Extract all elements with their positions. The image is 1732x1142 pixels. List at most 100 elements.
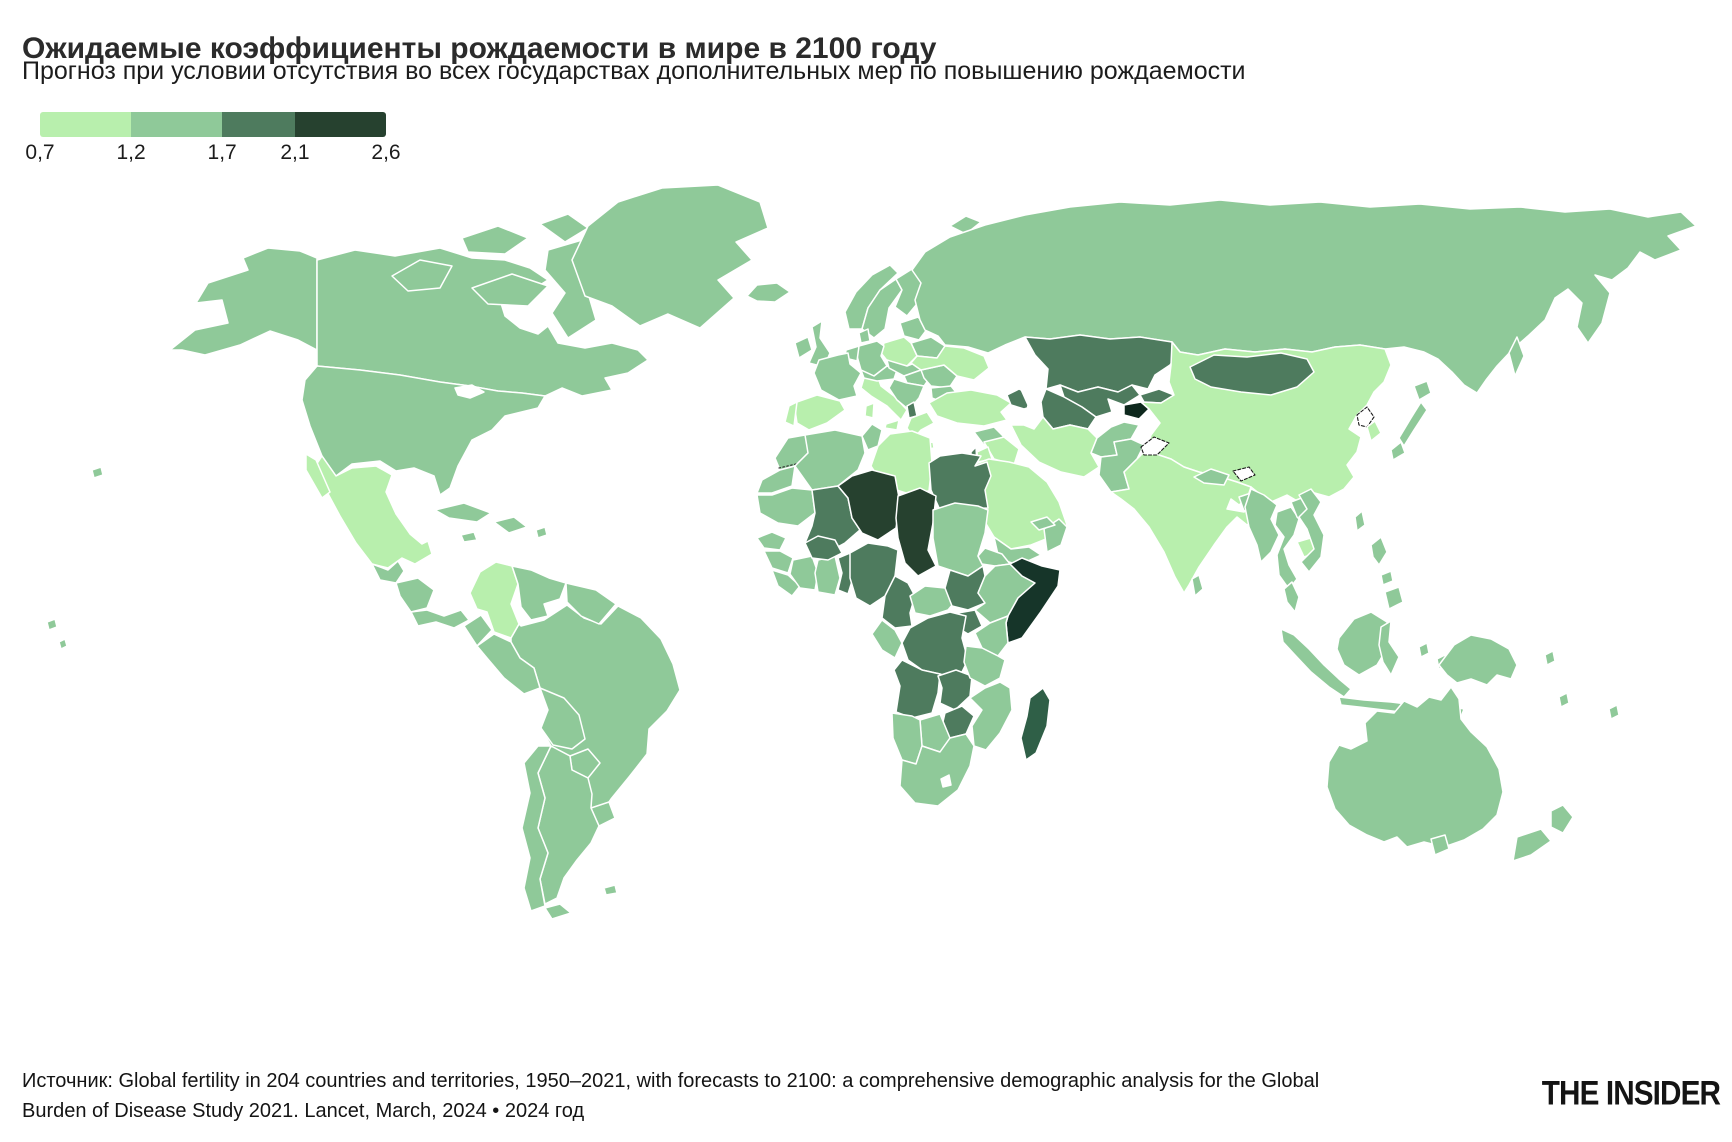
region-guatemala [371,560,405,584]
region-dr-congo [901,611,969,681]
region-nepal [1193,468,1230,486]
region-tanzania [963,645,1006,687]
region-guianas [565,582,617,625]
region-pacific-islands-1 [46,618,58,631]
region-tajikistan [1123,401,1150,420]
region-sudan [932,502,989,577]
region-namibia [891,712,923,765]
region-senegal [756,531,787,551]
region-hawaii [91,466,104,479]
region-tunisia [861,423,883,451]
region-denmark [858,328,871,344]
region-north-korea [1356,406,1375,428]
region-kazakhstan [1024,334,1181,393]
region-hispaniola [493,516,528,534]
legend-tick-row: 0,7 1,2 1,7 2,1 2,6 [25,141,400,165]
region-moluccas-1 [1418,642,1430,658]
region-sri-lanka [1191,574,1204,597]
region-guinea [763,550,794,574]
region-cuba [434,502,492,523]
region-kashmir [1140,436,1170,456]
region-venezuela [511,565,567,621]
region-honduras-nicaragua [395,577,435,613]
region-egypt [928,452,992,511]
region-malay-peninsula [1283,581,1300,613]
region-congo-gabon [871,619,903,659]
region-sicily [884,419,900,431]
page-title: Ожидаемые коэффициенты рождаемости в мир… [22,32,937,66]
region-myanmar [1244,488,1280,563]
region-new-zealand-south [1512,828,1552,862]
region-vanuatu-new-caledonia [1558,692,1570,708]
region-sumatra [1280,628,1352,698]
legend-tick-label: 1,7 [207,141,237,164]
region-burkina-faso [804,535,843,561]
region-france [813,352,862,401]
region-ukraine [910,345,990,381]
continent-oceania [46,618,1620,862]
region-pacific-islands-2 [58,638,68,650]
legend-band-2 [131,112,223,137]
region-philippines-visayas [1380,570,1394,586]
region-new-zealand-north [1550,804,1574,834]
region-fiji [1608,704,1620,720]
page-subtitle: Прогноз при условии отсутствия во всех г… [22,57,1246,85]
region-austria-switzerland [860,365,898,382]
continent-north-america [91,184,769,629]
region-sakhalin [1508,336,1525,377]
region-portugal [784,401,798,427]
region-svalbard [949,215,982,235]
lesotho-enclave [940,774,952,788]
continent-africa [756,423,1061,807]
region-south-korea [1366,420,1382,442]
legend-tick-label: 2,6 [371,141,401,164]
region-jamaica [460,531,478,543]
color-legend: 0,7 1,2 1,7 2,1 2,6 [25,112,401,165]
region-cameroon [881,575,916,629]
region-sardinia [864,402,875,419]
region-new-guinea [1438,634,1518,686]
legend-band-4 [294,112,386,137]
region-turkey [928,389,1012,427]
region-mexico [313,455,433,569]
region-kenya [974,615,1009,657]
region-malawi-mozambique [969,681,1013,751]
great-lakes [454,384,485,399]
source-note: Источник: Global fertility in 204 countr… [22,1070,1320,1123]
region-australia [1326,686,1504,848]
western-sahara-dotted-border [778,463,797,469]
continent-asia [911,199,1697,718]
region-japan-kyushu [1390,441,1406,461]
world-map-container [0,178,1732,970]
region-lesser-antilles [535,526,548,539]
region-canada-arctic-1 [391,259,453,292]
region-ecuador [463,614,493,647]
region-canada-arctic-3 [471,273,549,307]
region-taiwan [1354,510,1366,532]
region-chile [521,745,552,912]
region-costa-rica-panama [410,609,470,629]
region-philippines-mindanao [1384,586,1404,610]
region-canada-arctic-4 [539,213,589,243]
region-iraq [983,436,1020,466]
region-south-africa [899,733,975,807]
legend-tick-label: 0,7 [25,141,55,164]
region-peru [476,633,541,695]
region-greenland [571,184,769,329]
region-japan-hokkaido [1413,380,1432,401]
region-canada-arctic-2 [461,225,529,255]
region-bolivia [539,687,586,750]
legend-tick-label: 1,2 [116,141,146,164]
region-bhutan [1232,466,1256,482]
region-baja-california [305,453,331,499]
region-tasmania [1430,834,1450,856]
region-solomon-islands [1544,650,1556,666]
region-japan-honshu [1398,401,1428,447]
region-madagascar [1020,687,1051,761]
region-tierra-del-fuego [544,903,572,920]
region-vietnam [1298,488,1325,573]
region-ireland [794,336,813,359]
region-iceland [746,282,791,303]
legend-band-3 [222,112,295,137]
region-thailand [1274,506,1300,590]
